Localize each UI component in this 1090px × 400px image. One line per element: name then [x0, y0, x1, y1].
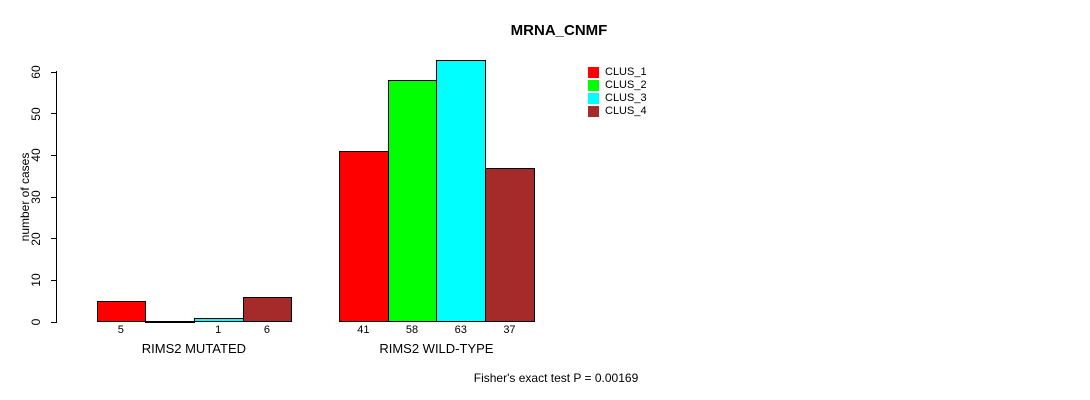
y-tick: [51, 321, 57, 323]
legend-label: CLUS_2: [605, 79, 647, 91]
y-tick-label: 20: [29, 231, 43, 246]
y-tick: [51, 154, 57, 156]
bar-value-label: 63: [454, 324, 467, 336]
bar: [242, 297, 293, 322]
group-label: RIMS2 MUTATED: [141, 341, 247, 356]
bar: [96, 301, 147, 322]
legend-swatch-icon: [588, 80, 599, 91]
legend-row: CLUS_3: [588, 92, 647, 105]
y-tick: [51, 113, 57, 115]
y-tick: [51, 238, 57, 240]
bar: [193, 317, 244, 322]
y-tick: [51, 196, 57, 198]
y-tick-label: 40: [29, 148, 43, 163]
bar: [436, 59, 487, 322]
y-tick-label: 60: [29, 65, 43, 79]
bar-value-label: 5: [117, 324, 124, 336]
y-tick: [51, 279, 57, 281]
legend-label: CLUS_4: [605, 105, 647, 117]
bar-value-label: 6: [263, 324, 270, 336]
bar: [339, 151, 389, 322]
fisher-test-note: Fisher's exact test P = 0.00169: [473, 371, 639, 385]
bar-value-label: 1: [215, 324, 222, 336]
bar: [387, 80, 438, 322]
bar-value-label: 58: [405, 324, 419, 336]
legend-swatch-icon: [588, 93, 599, 104]
legend-swatch-icon: [588, 106, 599, 117]
chart-title: MRNA_CNMF: [510, 22, 608, 39]
bar: [145, 321, 195, 323]
legend: CLUS_1 CLUS_2 CLUS_3 CLUS_4: [588, 66, 647, 118]
y-tick: [51, 71, 57, 73]
legend-label: CLUS_1: [605, 66, 647, 78]
group-label: RIMS2 WILD-TYPE: [379, 341, 494, 356]
y-tick-label: 0: [29, 318, 43, 326]
legend-swatch-icon: [588, 67, 599, 78]
bar-value-label: 41: [357, 324, 370, 336]
y-tick-label: 10: [29, 273, 43, 288]
legend-label: CLUS_3: [605, 92, 647, 104]
legend-row: CLUS_1: [588, 66, 647, 79]
y-tick-label: 50: [29, 106, 43, 121]
bar-value-label: 37: [503, 324, 516, 336]
legend-row: CLUS_4: [588, 105, 647, 118]
y-tick-label: 30: [29, 190, 43, 204]
legend-row: CLUS_2: [588, 79, 647, 92]
bar: [485, 167, 535, 322]
